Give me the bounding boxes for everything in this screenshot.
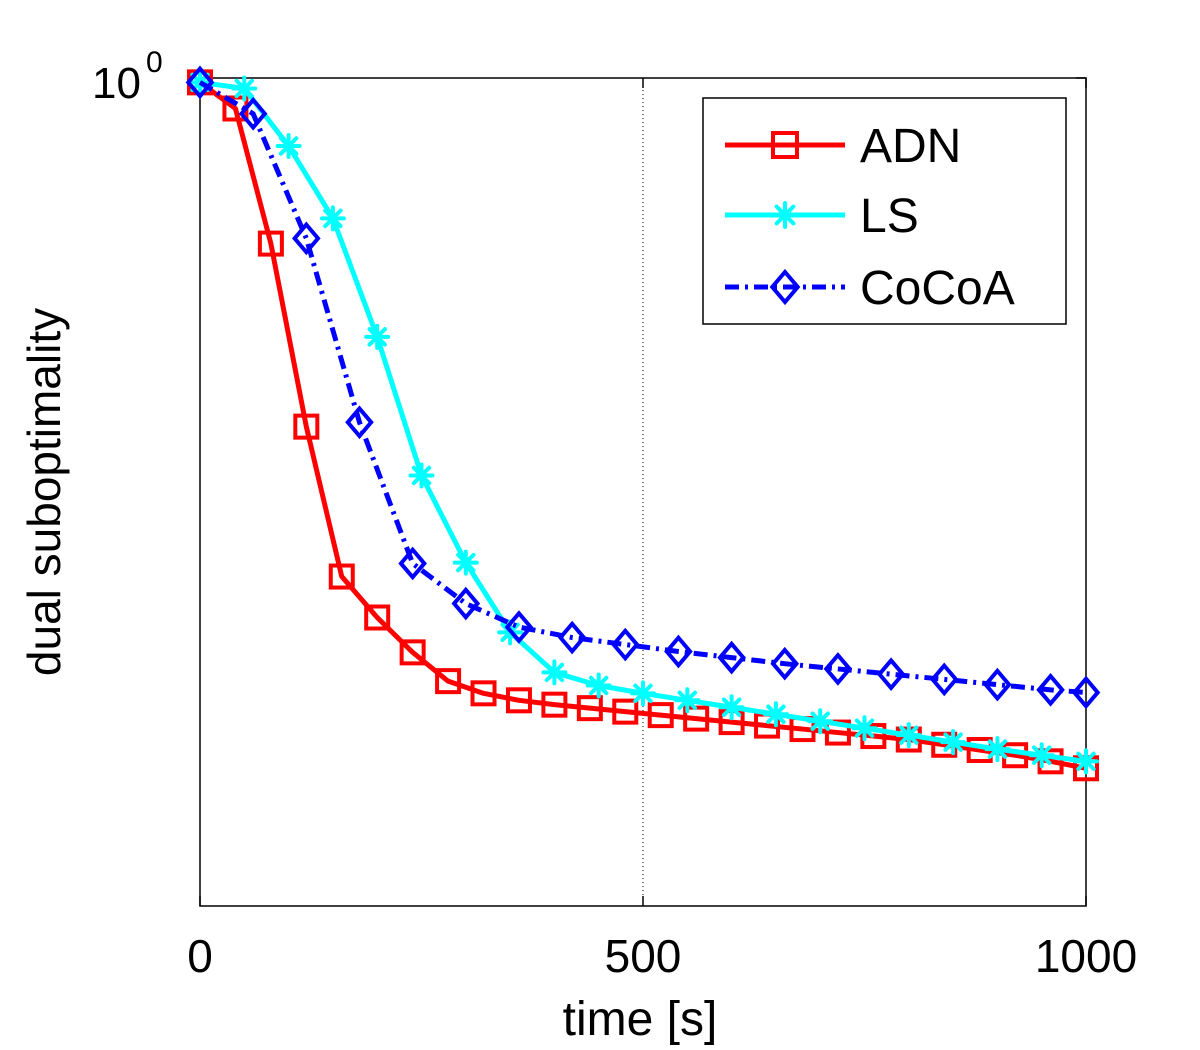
data-point-marker [408,462,435,489]
legend-entry-cocoa: CoCoA [725,262,1015,315]
data-point-marker [328,563,355,590]
series-cocoa [185,65,1101,710]
data-point-marker [1073,748,1099,775]
data-point-marker [876,657,906,691]
data-point-marker [647,702,674,729]
asterisk-stroke [943,732,963,752]
asterisk-stroke [367,327,387,347]
x-tick-label: 0 [187,930,213,982]
data-point-marker [319,205,346,232]
data-point-marker [292,221,321,256]
data-point-marker [185,65,215,100]
data-point-marker [674,687,701,714]
x-axis-label: time [s] [563,993,718,1046]
data-point-marker [718,694,745,721]
x-axis-ticks: 0 500 1000 [187,78,1137,982]
data-point-marker [293,413,320,440]
data-point-marker [983,667,1012,702]
data-point-marker [940,729,967,756]
asterisk-stroke [234,78,254,99]
data-point-marker [231,75,258,102]
data-point-marker [275,132,302,159]
data-point-marker [1036,673,1065,707]
data-point-marker [452,549,479,576]
data-point-marker [1071,675,1101,710]
asterisk-stroke [774,204,796,226]
asterisk-stroke [1076,751,1096,772]
asterisk-stroke [677,690,697,711]
data-point-marker [257,230,284,257]
data-point-marker [612,698,639,725]
data-point-marker [435,668,462,695]
asterisk-stroke [721,697,742,717]
y-tick-label-exponent: 0 [146,46,163,79]
data-point-marker [630,680,656,707]
asterisk-stroke [1032,745,1052,765]
x-tick-label: 1000 [1035,930,1137,982]
series-line-cocoa [198,80,1087,695]
asterisk-stroke [854,718,875,738]
y-tick-label-base: 10 [92,59,141,108]
asterisk-stroke [810,711,830,731]
series-line-adn [198,80,1087,771]
asterisk-stroke [633,683,653,704]
asterisk-stroke [456,552,476,573]
data-point-marker [771,201,799,229]
data-point-marker [895,722,922,749]
asterisk-stroke [766,704,786,724]
y-axis-label: dual suboptimality [18,308,70,676]
data-point-marker [364,604,391,631]
legend-entry-ls: LS [725,190,919,243]
asterisk-stroke [278,136,299,156]
data-point-marker [541,659,568,686]
data-point-marker [398,546,427,581]
data-point-marker [345,405,374,440]
data-point-marker [807,708,834,735]
data-point-marker [929,662,959,697]
asterisk-stroke [899,725,919,745]
data-point-marker [860,723,887,750]
data-point-marker [585,672,612,699]
data-point-marker [717,640,746,675]
data-point-marker [505,687,532,714]
data-point-marker [610,627,640,662]
data-point-marker [399,639,426,666]
asterisk-stroke [987,739,1008,759]
asterisk-stroke [323,208,343,229]
data-point-marker [769,268,801,306]
asterisk-stroke [411,465,432,486]
data-point-marker [1037,748,1064,775]
data-point-marker [451,586,481,621]
legend-label: LS [860,190,919,243]
data-point-marker [504,610,534,644]
data-point-marker [823,652,853,686]
data-point-marker [771,131,799,159]
legend-label: CoCoA [860,262,1015,315]
data-point-marker [770,646,800,681]
series-layer [185,65,1101,782]
data-point-marker [664,634,693,669]
asterisk-stroke [589,675,609,696]
data-point-marker [984,736,1011,763]
data-point-marker [470,680,497,707]
data-point-marker [364,323,391,350]
asterisk-stroke [544,662,565,683]
data-point-marker [541,691,568,718]
data-point-marker [576,695,603,722]
legend-entry-adn: ADN [725,120,961,173]
data-point-marker [762,701,789,728]
data-point-marker [1028,742,1055,769]
legend: ADN LS CoCoA [702,97,1067,325]
data-point-marker [851,715,878,742]
data-point-marker [238,96,268,131]
x-tick-label: 500 [605,930,682,982]
data-point-marker [557,620,587,655]
legend-label: ADN [860,120,961,173]
